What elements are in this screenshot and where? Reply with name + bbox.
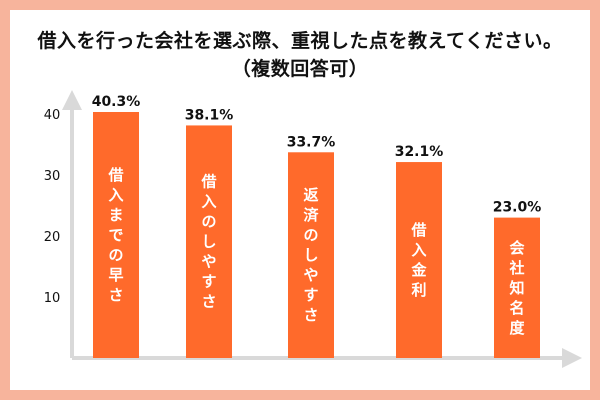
category-label: 借入のしやすさ [200, 173, 216, 311]
category-label: 借入までの早さ [107, 166, 123, 304]
category-label: 会社知名度 [508, 239, 525, 337]
y-tick-label: 10 [44, 291, 61, 306]
bar [93, 112, 139, 358]
data-label: 32.1% [395, 144, 444, 160]
chart-subtitle: （複数回答可） [231, 58, 369, 80]
data-label: 38.1% [185, 107, 234, 123]
chart-title: 借入を行った会社を選ぶ際、重視した点を教えてください。 [37, 30, 563, 52]
data-label: 33.7% [287, 134, 336, 150]
category-label: 借入金利 [410, 221, 427, 299]
data-label: 40.3% [92, 94, 141, 110]
y-tick-label: 40 [44, 108, 61, 123]
bar [494, 217, 540, 358]
bar [288, 152, 334, 358]
bar [186, 125, 232, 358]
category-label: 返済のしやすさ [303, 186, 319, 324]
data-label: 23.0% [493, 200, 542, 216]
y-tick-label: 30 [44, 169, 61, 184]
y-tick-label: 20 [44, 230, 61, 245]
bar [396, 162, 442, 358]
